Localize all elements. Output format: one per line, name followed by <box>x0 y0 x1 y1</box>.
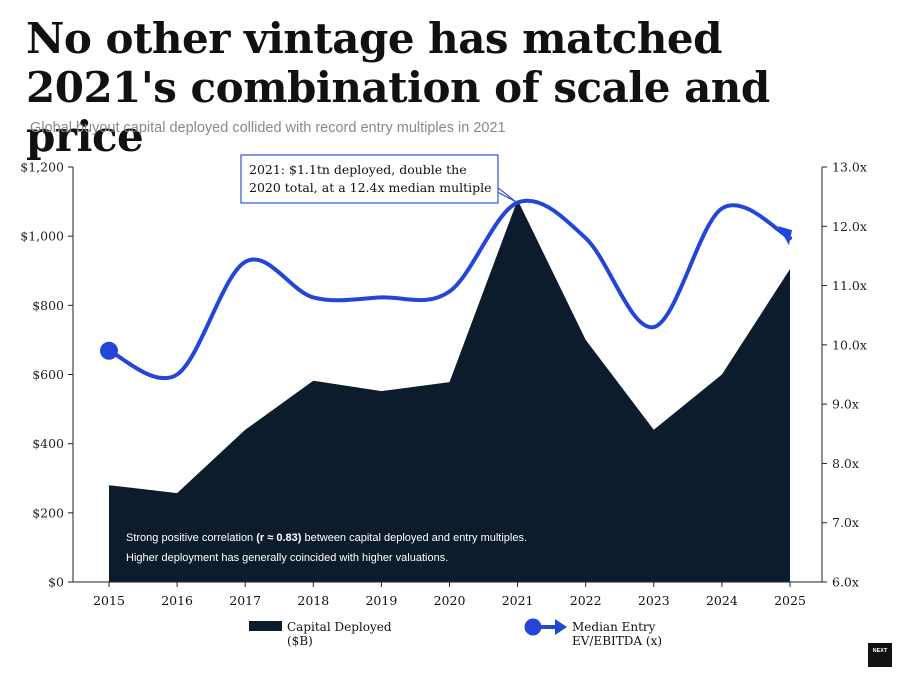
right-axis-tick-label: 9.0x <box>832 397 859 412</box>
annotation-text-line: 2021: $1.1tn deployed, double the <box>249 162 467 177</box>
x-axis-tick-label: 2021 <box>502 593 534 608</box>
right-axis-tick-label: 7.0x <box>832 515 859 530</box>
right-axis-tick-label: 10.0x <box>832 337 867 352</box>
legend-line-arrow <box>555 619 567 635</box>
x-axis-tick-label: 2019 <box>365 593 397 608</box>
legend-label-median-multiple: EV/EBITDA (x) <box>572 634 662 648</box>
right-axis-tick-label: 11.0x <box>832 278 867 293</box>
right-axis-tick-label: 8.0x <box>832 456 859 471</box>
left-axis-tick-label: $1,200 <box>20 160 64 175</box>
left-axis-tick-label: $400 <box>32 436 64 451</box>
right-axis-tick-label: 6.0x <box>832 575 859 590</box>
right-axis-tick-label: 12.0x <box>832 219 867 234</box>
x-axis-tick-label: 2020 <box>434 593 466 608</box>
chart-subtitle: Global buyout capital deployed collided … <box>30 120 506 136</box>
right-axis-tick-label: 13.0x <box>832 160 867 175</box>
left-axis-tick-label: $0 <box>48 575 64 590</box>
annotation-text-line: 2020 total, at a 12.4x median multiple <box>249 180 492 195</box>
correlation-note-line-2: Higher deployment has generally coincide… <box>126 552 448 564</box>
left-axis-tick-label: $600 <box>32 367 64 382</box>
x-axis-tick-label: 2018 <box>297 593 329 608</box>
legend-label-median-multiple: Median Entry <box>572 620 656 634</box>
capital-deployed-area <box>109 199 790 582</box>
x-axis-tick-label: 2023 <box>638 593 670 608</box>
x-axis-tick-label: 2024 <box>706 593 738 608</box>
x-axis-tick-label: 2022 <box>570 593 602 608</box>
left-axis-tick-label: $800 <box>32 298 64 313</box>
legend-line-marker <box>524 618 542 636</box>
legend-area-swatch <box>249 621 282 631</box>
x-axis-tick-label: 2015 <box>93 593 125 608</box>
median-multiple-end-arrow <box>778 226 792 246</box>
chart-title: No other vintage has matched 2021's comb… <box>26 14 770 161</box>
x-axis-tick-label: 2016 <box>161 593 193 608</box>
x-axis-tick-label: 2025 <box>774 593 806 608</box>
left-axis-tick-label: $200 <box>32 505 64 520</box>
legend-label-capital-deployed: Capital Deployed <box>287 620 392 634</box>
left-axis-tick-label: $1,000 <box>20 229 64 244</box>
median-multiple-line <box>107 198 792 381</box>
legend-label-capital-deployed: ($B) <box>287 634 313 648</box>
annotation-box <box>240 154 499 204</box>
brand-logo: NEXT <box>868 643 892 667</box>
correlation-note-line-1: Strong positive correlation (r ≈ 0.83) b… <box>126 532 527 544</box>
x-axis-tick-label: 2017 <box>229 593 261 608</box>
